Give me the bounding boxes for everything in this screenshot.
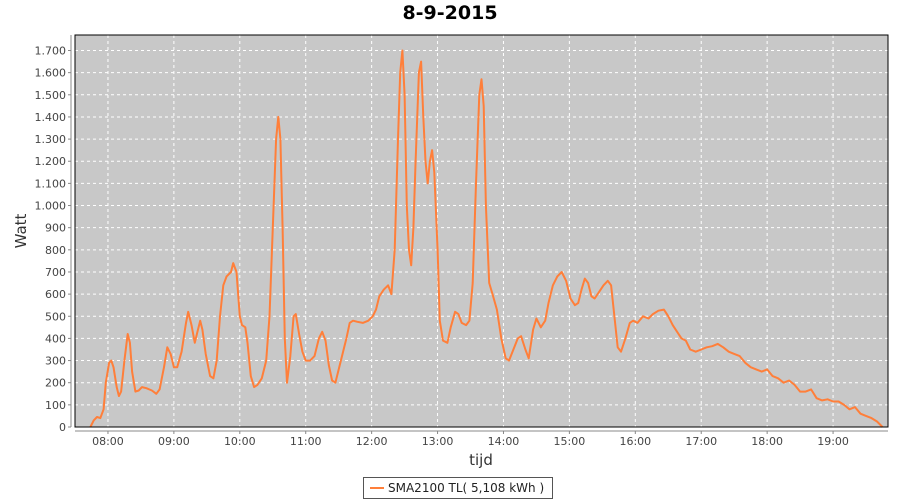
x-axis-label: tijd [469,451,493,469]
y-tick-label: 1.200 [35,155,67,168]
x-tick-label: 15:00 [554,435,586,448]
y-tick-label: 1.600 [35,67,67,80]
x-tick-label: 08:00 [92,435,124,448]
y-tick-label: 1.100 [35,177,67,190]
y-tick-label: 900 [45,222,66,235]
x-tick-label: 16:00 [619,435,651,448]
x-tick-label: 18:00 [751,435,783,448]
y-axis-label: Watt [12,213,30,248]
x-tick-label: 14:00 [488,435,520,448]
y-tick-label: 1.300 [35,133,67,146]
legend-swatch [370,487,384,489]
legend-label: SMA2100 TL( 5,108 kWh ) [388,481,545,495]
x-tick-label: 12:00 [356,435,388,448]
legend: SMA2100 TL( 5,108 kWh ) [363,477,554,499]
y-tick-label: 100 [45,399,66,412]
x-tick-label: 09:00 [158,435,190,448]
y-tick-label: 1.000 [35,200,67,213]
y-tick-label: 1.500 [35,89,67,102]
y-tick-label: 0 [59,421,66,434]
x-tick-label: 19:00 [817,435,849,448]
y-tick-label: 200 [45,377,66,390]
grid [75,35,888,427]
plot-area [75,35,888,427]
y-tick-label: 1.700 [35,45,67,58]
x-tick-label: 13:00 [422,435,454,448]
chart-title: 8-9-2015 [402,2,498,24]
y-tick-label: 300 [45,355,66,368]
y-tick-label: 400 [45,332,66,345]
y-tick-label: 500 [45,310,66,323]
plot-border [74,34,889,428]
x-tick-label: 11:00 [290,435,322,448]
x-tick-label: 17:00 [685,435,717,448]
y-tick-label: 700 [45,266,66,279]
series-line [89,49,884,428]
y-tick-label: 800 [45,244,66,257]
y-axis: 0 100 200 300 400 500 600 700 800 900 1.000 1.100 1.… [35,35,72,434]
x-tick-label: 10:00 [224,435,256,448]
x-axis: 08:00 09:00 10:00 11:00 12:00 13:00 14:00 15:00… [75,430,888,448]
y-tick-label: 1.400 [35,111,67,124]
y-tick-label: 600 [45,288,66,301]
